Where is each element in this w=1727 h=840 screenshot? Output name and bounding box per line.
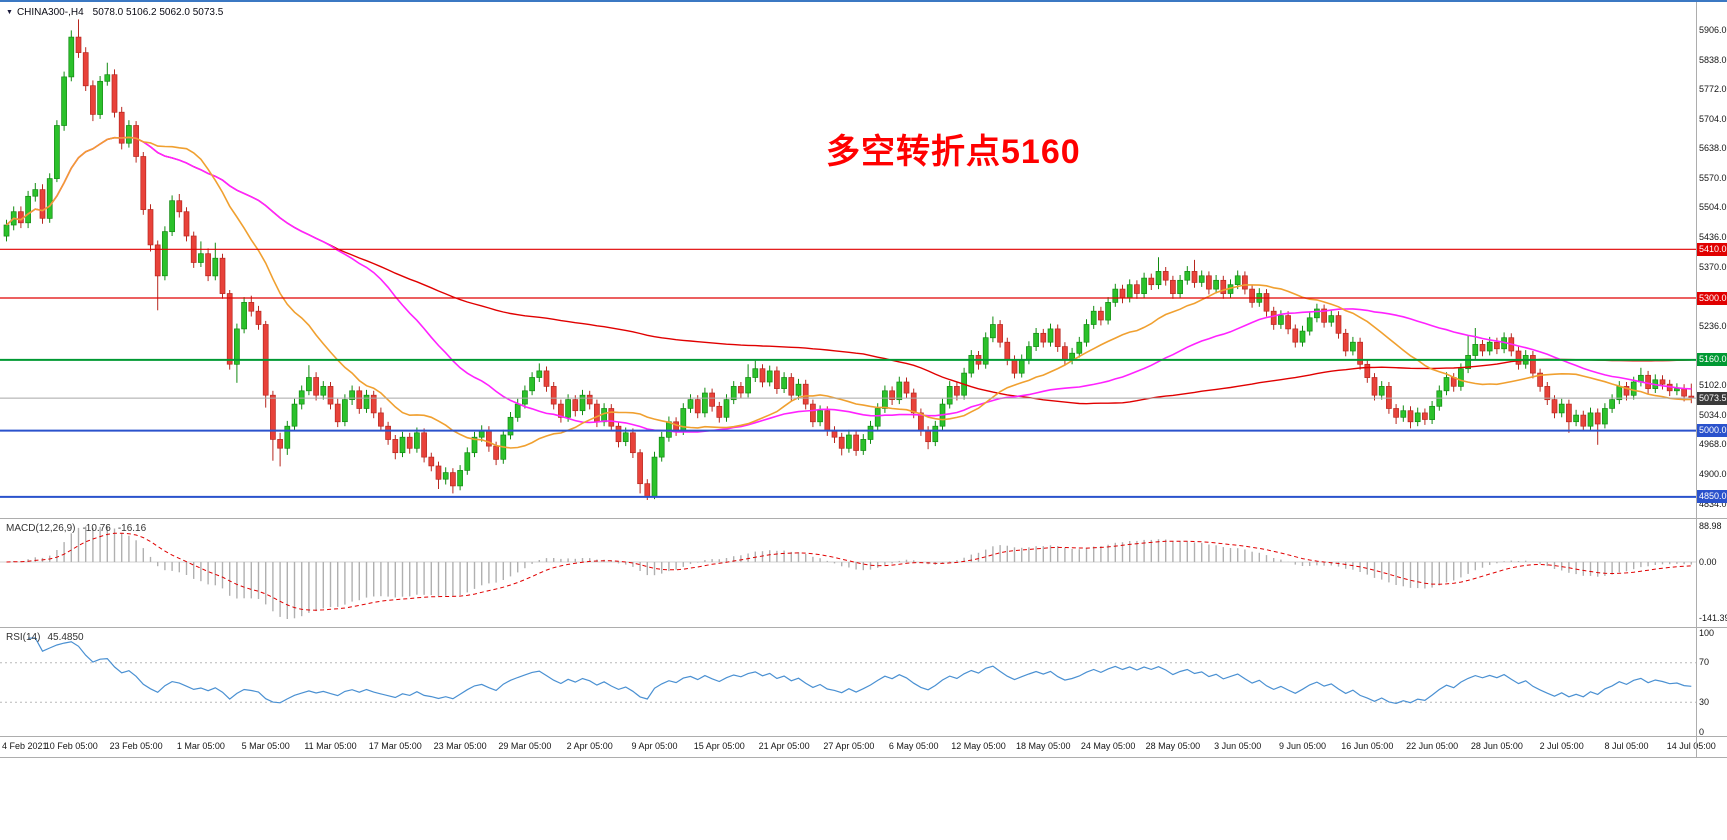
macd-signal-value: -16.16 — [117, 523, 147, 534]
rsi-scale-label: 100 — [1699, 627, 1715, 638]
time-axis-label: 23 Feb 05:00 — [109, 741, 163, 751]
time-axis-label: 15 Apr 05:00 — [693, 741, 745, 751]
price-axis[interactable]: 5906.0 5838.0 5772.0 5704.0 5638.0 5570.0 5504… — [1697, 0, 1727, 768]
price-badge: 5000.0 — [1697, 424, 1727, 438]
time-axis-label: 3 Jun 05:00 — [1214, 741, 1262, 751]
time-axis-label: 10 Feb 05:00 — [44, 741, 98, 751]
time-axis-label: 28 May 05:00 — [1145, 741, 1201, 751]
time-axis-label: 1 Mar 05:00 — [176, 741, 225, 751]
macd-scale-label: 88.98 — [1699, 520, 1722, 531]
price-tick-label: 5906.0 — [1699, 24, 1727, 35]
time-axis-label: 2 Apr 05:00 — [566, 741, 613, 751]
rsi-scale-label: 0 — [1699, 726, 1705, 737]
time-axis-label: 6 May 05:00 — [888, 741, 939, 751]
price-tick-label: 5638.0 — [1699, 143, 1727, 153]
price-tick-label: 5704.0 — [1699, 113, 1727, 124]
pane-separator[interactable] — [0, 736, 1727, 737]
symbol-name: CHINA300-,H4 — [16, 7, 84, 18]
price-badge: 5073.5 — [1697, 391, 1727, 405]
price-badge: 5300.0 — [1697, 291, 1727, 305]
time-axis-label: 14 Jul 05:00 — [1666, 741, 1716, 751]
price-tick-label: 4900.0 — [1699, 469, 1727, 480]
price-tick-label: 5838.0 — [1699, 54, 1727, 65]
window-top-border — [0, 0, 1727, 2]
price-tick-label: 5570.0 — [1699, 173, 1727, 184]
time-axis-label: 12 May 05:00 — [951, 741, 1006, 751]
price-badge: 5160.0 — [1697, 353, 1727, 367]
rsi-name: RSI(14) — [6, 632, 41, 643]
time-axis-label: 11 Mar 05:00 — [304, 741, 357, 751]
price-tick-label: 4834.0 — [1699, 498, 1727, 509]
price-tick-label: 5436.0 — [1699, 232, 1727, 243]
macd-pane-canvas[interactable] — [0, 520, 1696, 627]
time-axis[interactable]: 4 Feb 2021 10 Feb 05:00 23 Feb 05:00 1 Mar … — [0, 739, 1727, 756]
price-tick-label: 5370.0 — [1699, 261, 1727, 272]
macd-name: MACD(12,26,9) — [6, 523, 76, 534]
time-axis-label: 17 Mar 05:00 — [368, 741, 422, 751]
time-axis-label: 5 Mar 05:00 — [241, 741, 290, 751]
macd-scale-label: -141.39 — [1699, 612, 1727, 623]
time-axis-label: 22 Jun 05:00 — [1406, 741, 1459, 751]
chart-symbol-header: ▼ CHINA300-,H4 5078.0 5106.2 5062.0 5073.5 — [6, 7, 223, 18]
time-axis-label: 16 Jun 05:00 — [1341, 741, 1394, 751]
price-tick-label: 4968.0 — [1699, 439, 1727, 450]
price-tick-label: 5504.0 — [1699, 202, 1727, 213]
time-axis-label: 2 Jul 05:00 — [1539, 741, 1584, 751]
macd-label: MACD(12,26,9) -10.76 -16.16 — [6, 523, 153, 534]
rsi-pane-canvas[interactable] — [0, 629, 1696, 735]
rsi-scale-label: 70 — [1699, 657, 1710, 668]
time-axis-label: 9 Apr 05:00 — [631, 741, 678, 751]
time-axis-label: 24 May 05:00 — [1080, 741, 1136, 751]
rsi-scale-label: 30 — [1699, 696, 1710, 707]
rsi-label: RSI(14) 45.4850 — [6, 632, 91, 643]
ohlc-values: 5078.0 5106.2 5062.0 5073.5 — [92, 7, 224, 18]
price-tick-label: 5102.0 — [1699, 380, 1727, 390]
price-tick-label: 5034.0 — [1699, 410, 1727, 421]
macd-scale-label: 0.00 — [1699, 556, 1717, 567]
price-tick-label: 5236.0 — [1699, 320, 1727, 331]
price-badge: 5410.0 — [1697, 242, 1727, 256]
time-axis-label: 8 Jul 05:00 — [1604, 741, 1649, 751]
time-axis-label: 29 Mar 05:00 — [498, 741, 552, 751]
time-axis-label: 4 Feb 2021 — [2, 741, 48, 751]
pane-separator[interactable] — [0, 627, 1727, 628]
symbol-dropdown-icon[interactable]: ▼ — [6, 9, 13, 16]
price-badge: 4850.0 — [1697, 490, 1727, 504]
rsi-value: 45.4850 — [47, 632, 84, 643]
annotation-text: 多空转折点5160 — [826, 133, 1081, 171]
price-tick-label: 5772.0 — [1699, 83, 1727, 94]
time-axis-label: 27 Apr 05:00 — [823, 741, 875, 751]
chart-bottom-border — [0, 757, 1727, 758]
time-axis-label: 23 Mar 05:00 — [433, 741, 487, 751]
pane-separator[interactable] — [0, 518, 1727, 519]
axis-separator-line — [1696, 2, 1697, 758]
macd-main-value: -10.76 — [82, 523, 111, 534]
time-axis-label: 28 Jun 05:00 — [1470, 741, 1523, 751]
time-axis-label: 9 Jun 05:00 — [1278, 741, 1327, 751]
main-chart-canvas[interactable] — [0, 2, 1696, 518]
time-axis-label: 21 Apr 05:00 — [758, 741, 810, 751]
time-axis-label: 18 May 05:00 — [1016, 741, 1071, 751]
